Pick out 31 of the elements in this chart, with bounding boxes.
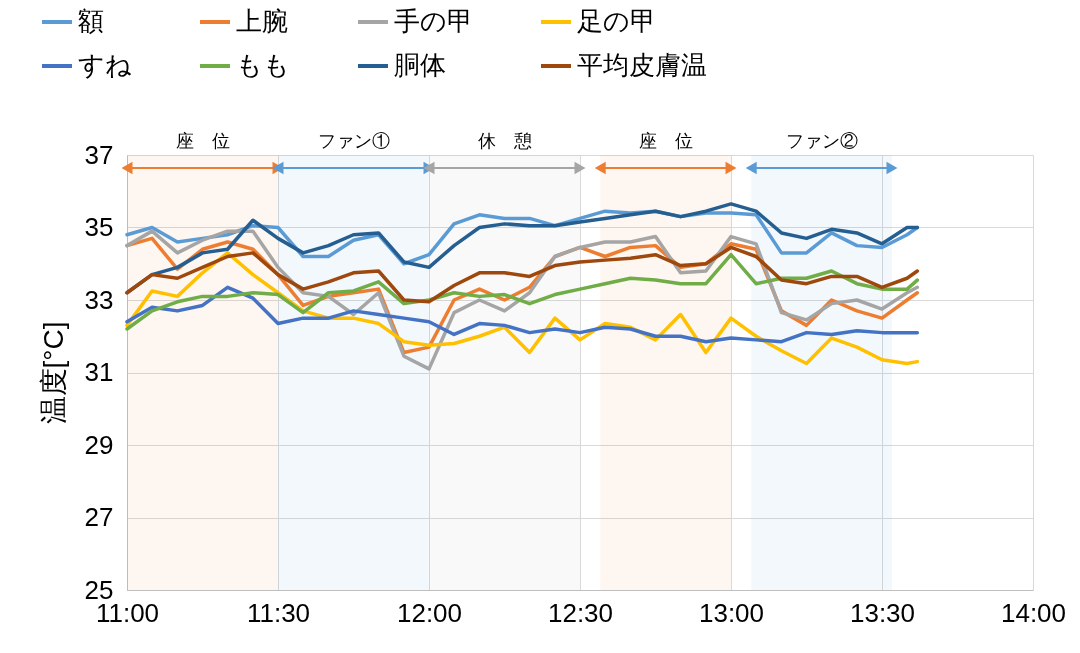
legend-label: もも <box>236 50 290 80</box>
y-tick-label: 27 <box>84 502 114 532</box>
line-series <box>125 252 920 331</box>
y-tick-label: 29 <box>84 429 114 460</box>
band-label: 座 位 <box>638 131 693 151</box>
x-tick-label: 14:00 <box>1000 597 1067 628</box>
y-tick-label: 35 <box>84 212 114 242</box>
legend-label: 手の甲 <box>394 6 473 36</box>
y-tick-label: 31 <box>84 357 114 387</box>
legend-label: 上腕 <box>236 6 288 36</box>
x-tick-label: 11:30 <box>246 597 311 628</box>
y-tick-label: 37 <box>84 139 114 170</box>
y-tick-label: 33 <box>84 284 114 315</box>
x-tick-label: 13:00 <box>698 597 765 628</box>
x-tick-label: 13:30 <box>849 597 916 628</box>
legend-label: 胴体 <box>394 50 446 80</box>
line-series <box>125 229 920 371</box>
legend-label: 額 <box>78 6 104 36</box>
line-series <box>125 285 920 344</box>
band-label: ファン② <box>785 131 858 151</box>
y-tick-label: 25 <box>84 574 114 605</box>
legend-label: 平均皮膚温 <box>577 50 707 80</box>
x-tick-label: 12:00 <box>396 597 463 628</box>
x-tick-label: 12:30 <box>547 597 614 628</box>
legend-label: 足の甲 <box>577 6 656 36</box>
band-label: ファン① <box>317 131 390 151</box>
legend-label: すね <box>78 50 132 80</box>
band-label: 座 位 <box>175 131 230 151</box>
y-axis-title: 温度[°C] <box>37 321 69 425</box>
line-series <box>125 245 920 304</box>
band-label: 休 憩 <box>477 131 532 151</box>
